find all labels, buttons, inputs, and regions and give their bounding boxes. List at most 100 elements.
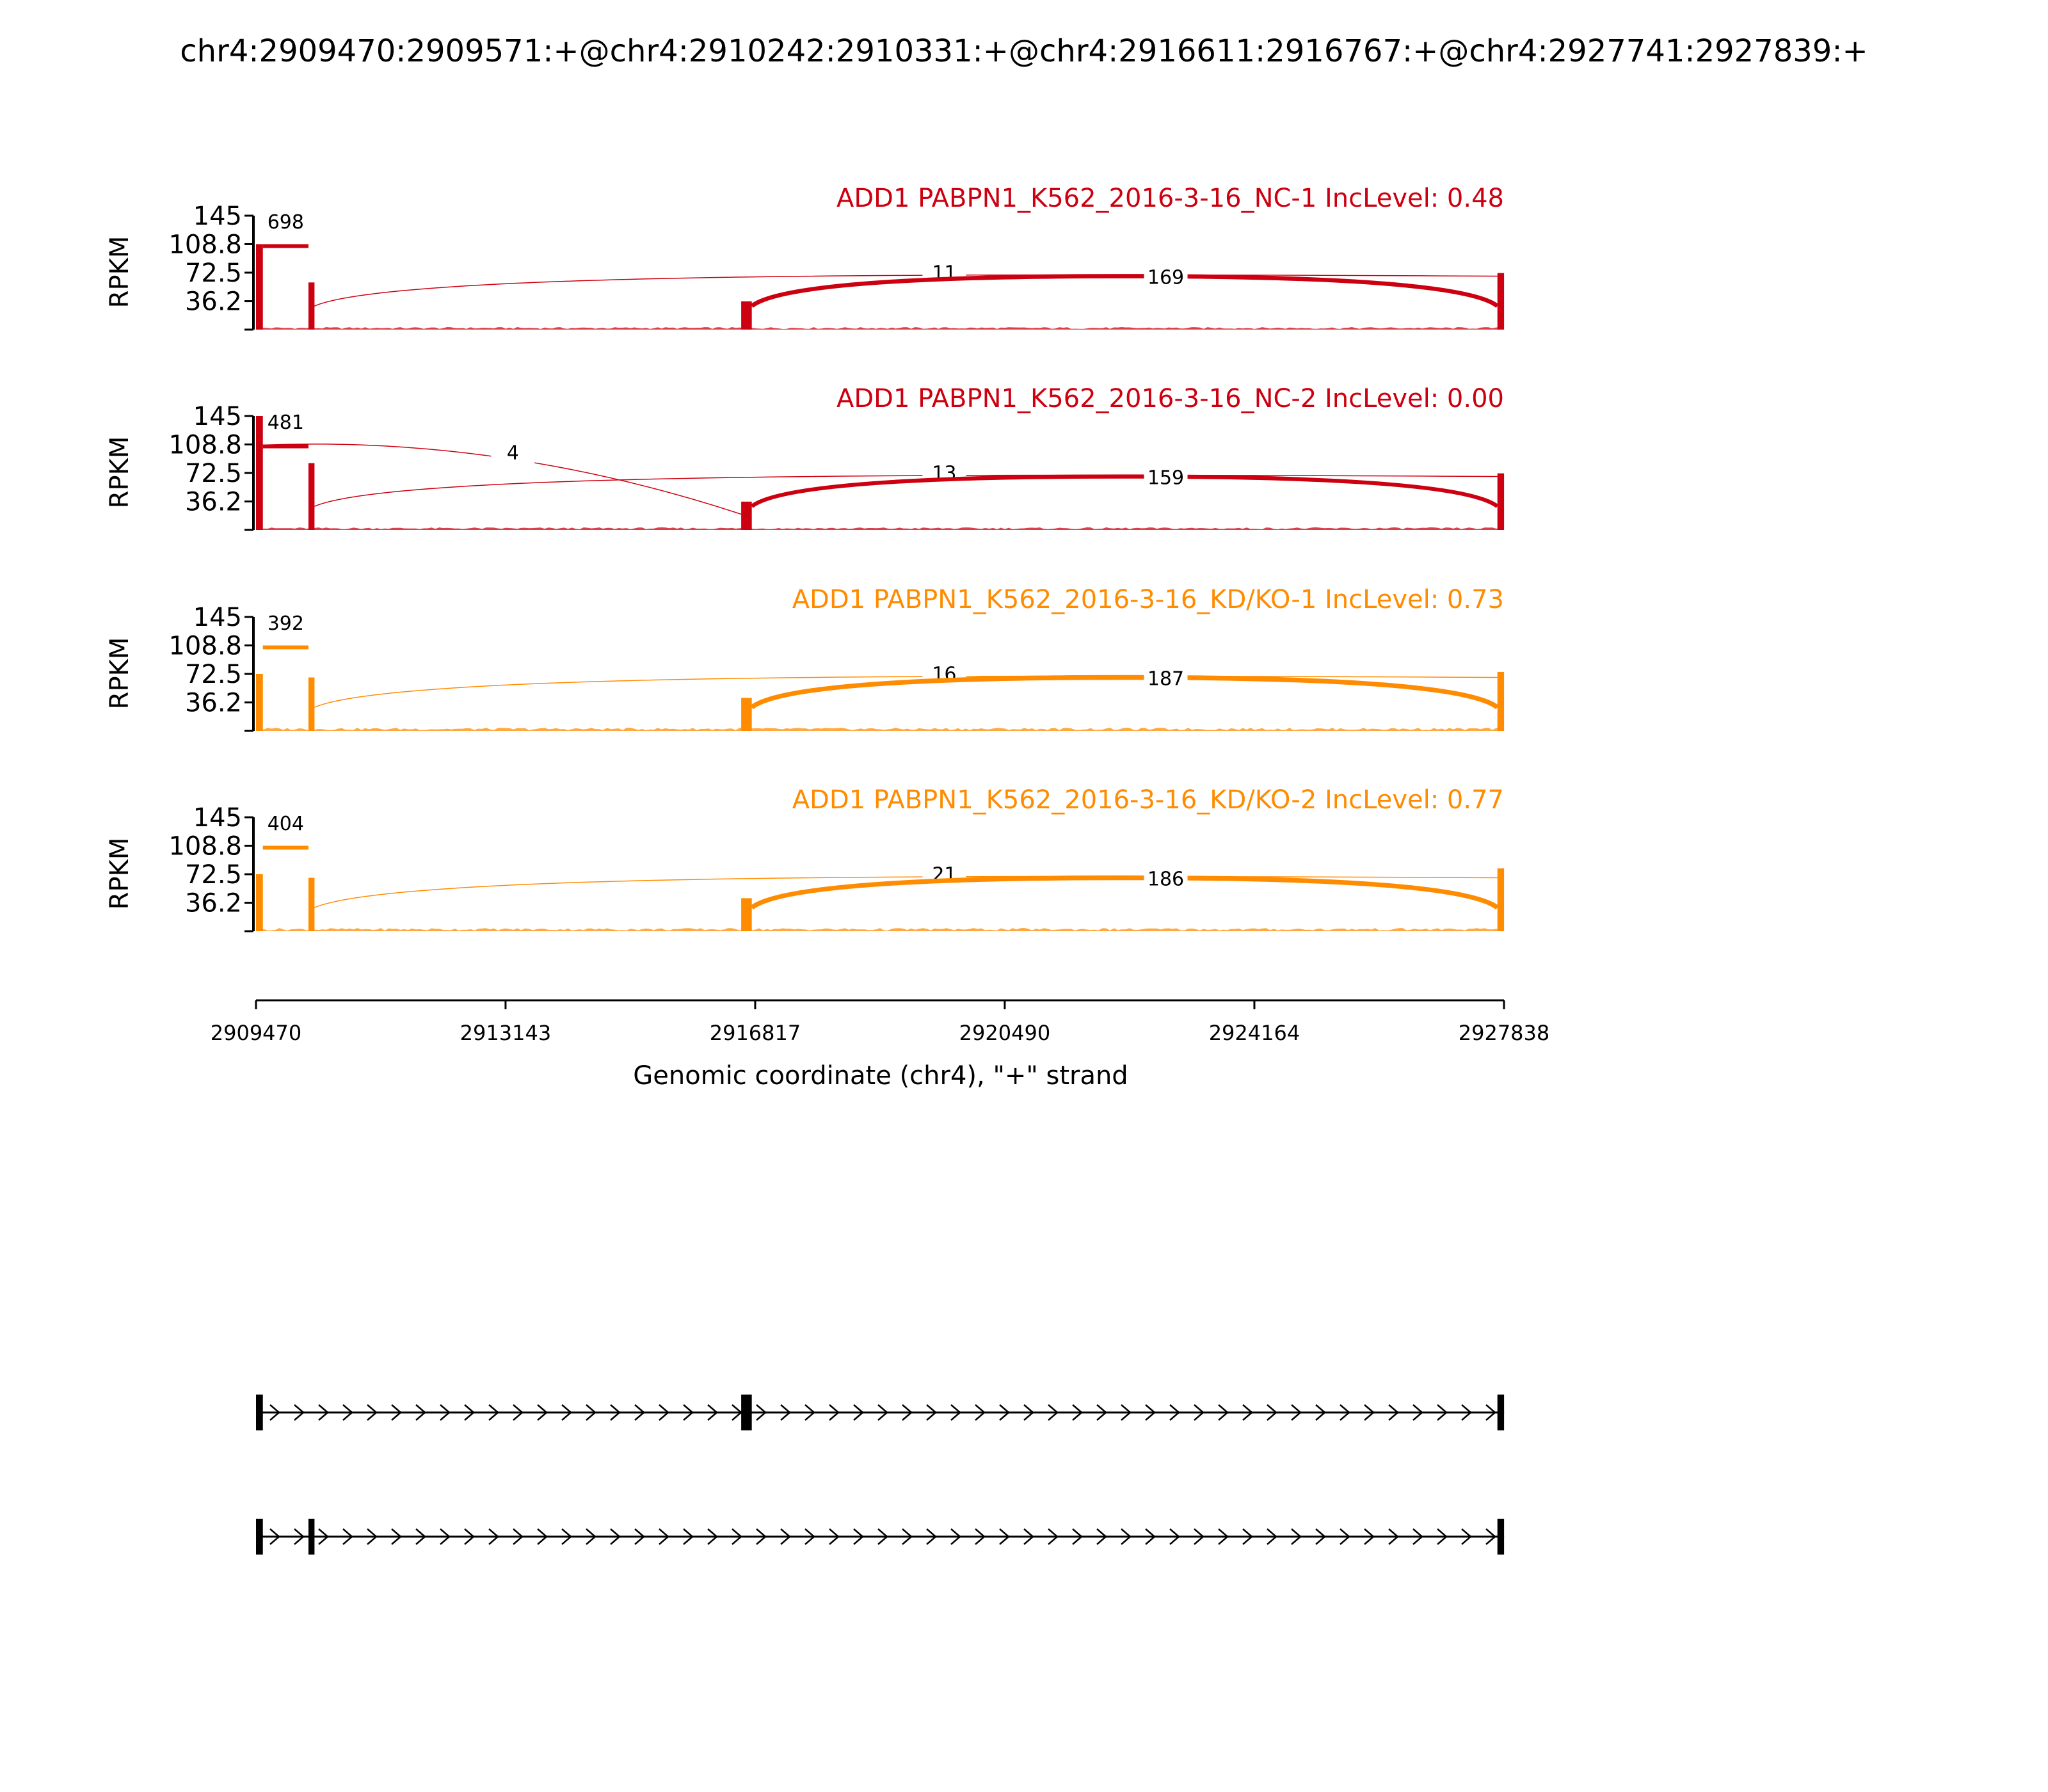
strand-arrow-icon [707, 1528, 718, 1545]
strand-arrow-icon [659, 1404, 669, 1421]
strand-arrow-icon [391, 1404, 402, 1421]
x-tick-label: 2913143 [460, 1021, 552, 1045]
exon-coverage [1497, 473, 1505, 530]
coverage-background [256, 728, 1504, 731]
strand-arrow-icon [586, 1404, 596, 1421]
panel-title: ADD1 PABPN1_K562_2016-3-16_NC-2 IncLevel… [836, 384, 1504, 413]
strand-arrow-icon [367, 1528, 378, 1545]
coverage-background [256, 928, 1504, 931]
y-tick-label: 72.5 [185, 860, 242, 890]
strand-arrow-icon [1412, 1404, 1423, 1421]
strand-arrow-icon [804, 1528, 815, 1545]
junction-arc [262, 645, 308, 650]
strand-arrow-icon [1048, 1528, 1059, 1545]
strand-arrow-icon [659, 1528, 669, 1545]
strand-arrow-icon [488, 1404, 499, 1421]
strand-arrow-icon [610, 1528, 621, 1545]
strand-arrow-icon [1218, 1528, 1229, 1545]
x-axis-label: Genomic coordinate (chr4), "+" strand [633, 1061, 1128, 1091]
y-tick-label: 145 [193, 202, 242, 231]
strand-arrow-icon [537, 1404, 548, 1421]
strand-arrow-icon [683, 1528, 694, 1545]
y-tick-label: 145 [193, 402, 242, 431]
junction-label: 481 [268, 412, 304, 434]
y-axis-label: RPKM [105, 436, 134, 509]
strand-arrow-icon [829, 1404, 840, 1421]
strand-arrow-icon [683, 1404, 694, 1421]
y-tick-label: 145 [193, 603, 242, 632]
junction-arc [262, 444, 308, 449]
strand-arrow-icon [1121, 1528, 1132, 1545]
strand-arrow-icon [926, 1528, 937, 1545]
strand-arrow-icon [1072, 1528, 1083, 1545]
y-tick-label: 108.8 [168, 430, 242, 460]
strand-arrow-icon [561, 1404, 572, 1421]
strand-arrow-icon [1242, 1404, 1253, 1421]
isoform-exon [256, 1519, 263, 1555]
y-axis-label: RPKM [105, 236, 134, 308]
strand-arrow-icon [1194, 1404, 1204, 1421]
panel-title: ADD1 PABPN1_K562_2016-3-16_KD/KO-2 IncLe… [792, 785, 1504, 815]
strand-arrow-icon [440, 1528, 451, 1545]
strand-arrow-icon [1121, 1404, 1132, 1421]
strand-arrow-icon [1145, 1528, 1156, 1545]
exon-coverage [308, 677, 315, 731]
exon-coverage [741, 898, 752, 931]
junction-label-bg [264, 612, 308, 635]
junction-arc [750, 274, 1499, 308]
isoform [256, 1519, 1505, 1555]
strand-arrow-icon [975, 1404, 986, 1421]
strand-arrow-icon [1242, 1528, 1253, 1545]
x-tick-label: 2909470 [211, 1021, 302, 1045]
junction-arc [750, 875, 1499, 910]
strand-arrow-icon [1291, 1404, 1302, 1421]
strand-arrow-icon [1437, 1528, 1448, 1545]
y-tick-label: 36.2 [185, 689, 242, 718]
strand-arrow-icon [440, 1404, 451, 1421]
isoform-track [256, 1395, 1505, 1555]
strand-arrow-icon [294, 1404, 305, 1421]
strand-arrow-icon [294, 1528, 305, 1545]
isoform-exon [256, 1395, 263, 1430]
junction-arc [314, 474, 1498, 507]
strand-arrow-icon [464, 1528, 475, 1545]
sashimi-panel: ADD1 PABPN1_K562_2016-3-16_KD/KO-2 IncLe… [105, 785, 1505, 932]
strand-arrow-icon [1340, 1404, 1350, 1421]
strand-arrow-icon [853, 1528, 864, 1545]
strand-arrow-icon [342, 1528, 353, 1545]
junction-label-bg [1144, 867, 1188, 891]
strand-arrow-icon [1023, 1404, 1034, 1421]
strand-arrow-icon [1485, 1528, 1496, 1545]
junction-label-bg [1144, 266, 1188, 289]
strand-arrow-icon [926, 1404, 937, 1421]
strand-arrow-icon [1267, 1528, 1277, 1545]
junction-label-bg [491, 441, 535, 465]
strand-arrow-icon [829, 1528, 840, 1545]
strand-arrow-icon [415, 1528, 426, 1545]
strand-arrow-icon [756, 1528, 767, 1545]
strand-arrow-icon [853, 1404, 864, 1421]
strand-arrow-icon [732, 1404, 742, 1421]
strand-arrow-icon [586, 1528, 596, 1545]
strand-arrow-icon [877, 1404, 888, 1421]
strand-arrow-icon [391, 1528, 402, 1545]
x-axis: Genomic coordinate (chr4), "+" strand 29… [211, 999, 1549, 1091]
coverage-background [256, 527, 1504, 530]
y-axis-label: RPKM [105, 838, 134, 910]
x-tick-label: 2916817 [710, 1021, 801, 1045]
junction-label: 187 [1148, 668, 1184, 691]
strand-arrow-icon [804, 1404, 815, 1421]
exon-coverage [256, 874, 263, 931]
sashimi-panel: ADD1 PABPN1_K562_2016-3-16_KD/KO-1 IncLe… [105, 585, 1505, 732]
junction-label: 392 [268, 612, 304, 635]
strand-arrow-icon [1340, 1528, 1350, 1545]
strand-arrow-icon [1048, 1404, 1059, 1421]
exon-coverage [256, 674, 263, 731]
strand-arrow-icon [902, 1404, 913, 1421]
isoform [256, 1395, 1505, 1430]
strand-arrow-icon [1388, 1528, 1399, 1545]
exon-coverage [308, 463, 315, 530]
panel-title: ADD1 PABPN1_K562_2016-3-16_NC-1 IncLevel… [836, 184, 1504, 213]
